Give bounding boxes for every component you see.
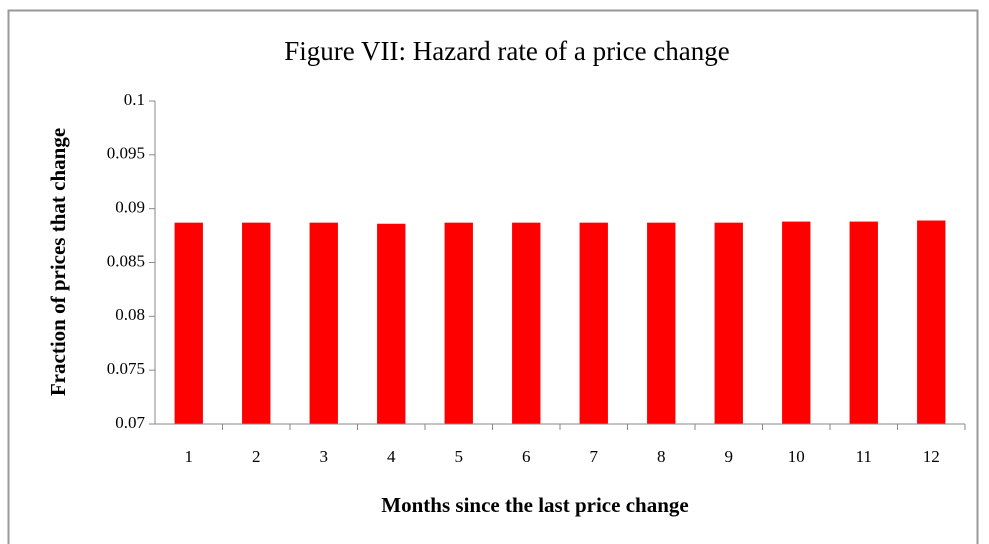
bar <box>174 222 203 424</box>
x-tick-label: 4 <box>387 447 396 466</box>
bar <box>782 221 811 424</box>
bar <box>444 222 473 424</box>
bar <box>714 222 743 424</box>
x-tick-label: 10 <box>788 447 805 466</box>
chart-frame <box>7 9 979 544</box>
y-tick-label: 0.075 <box>107 359 145 378</box>
y-tick-label: 0.085 <box>107 251 145 270</box>
bar <box>309 222 338 424</box>
y-tick-label: 0.1 <box>124 90 145 109</box>
x-tick-label: 12 <box>923 447 940 466</box>
x-tick-label: 1 <box>185 447 194 466</box>
bar <box>377 223 406 424</box>
x-axis-label: Months since the last price change <box>381 493 688 517</box>
x-tick-label: 7 <box>590 447 599 466</box>
y-tick-label: 0.08 <box>115 305 145 324</box>
bar <box>647 222 676 424</box>
y-tick-label: 0.09 <box>115 198 145 217</box>
bar <box>579 222 608 424</box>
x-tick-label: 8 <box>657 447 666 466</box>
x-tick-label: 5 <box>455 447 464 466</box>
x-tick-label: 3 <box>320 447 329 466</box>
x-tick-label: 9 <box>725 447 734 466</box>
x-tick-label: 11 <box>856 447 872 466</box>
bar <box>242 222 271 424</box>
x-tick-label: 2 <box>252 447 261 466</box>
x-tick-label: 6 <box>522 447 531 466</box>
y-tick-label: 0.07 <box>115 413 145 432</box>
y-tick-label: 0.095 <box>107 144 145 163</box>
bar <box>512 222 541 424</box>
y-axis-label: Fraction of prices that change <box>46 128 70 396</box>
bar <box>917 220 946 424</box>
chart-title: Figure VII: Hazard rate of a price chang… <box>284 36 730 66</box>
bar <box>849 221 878 424</box>
